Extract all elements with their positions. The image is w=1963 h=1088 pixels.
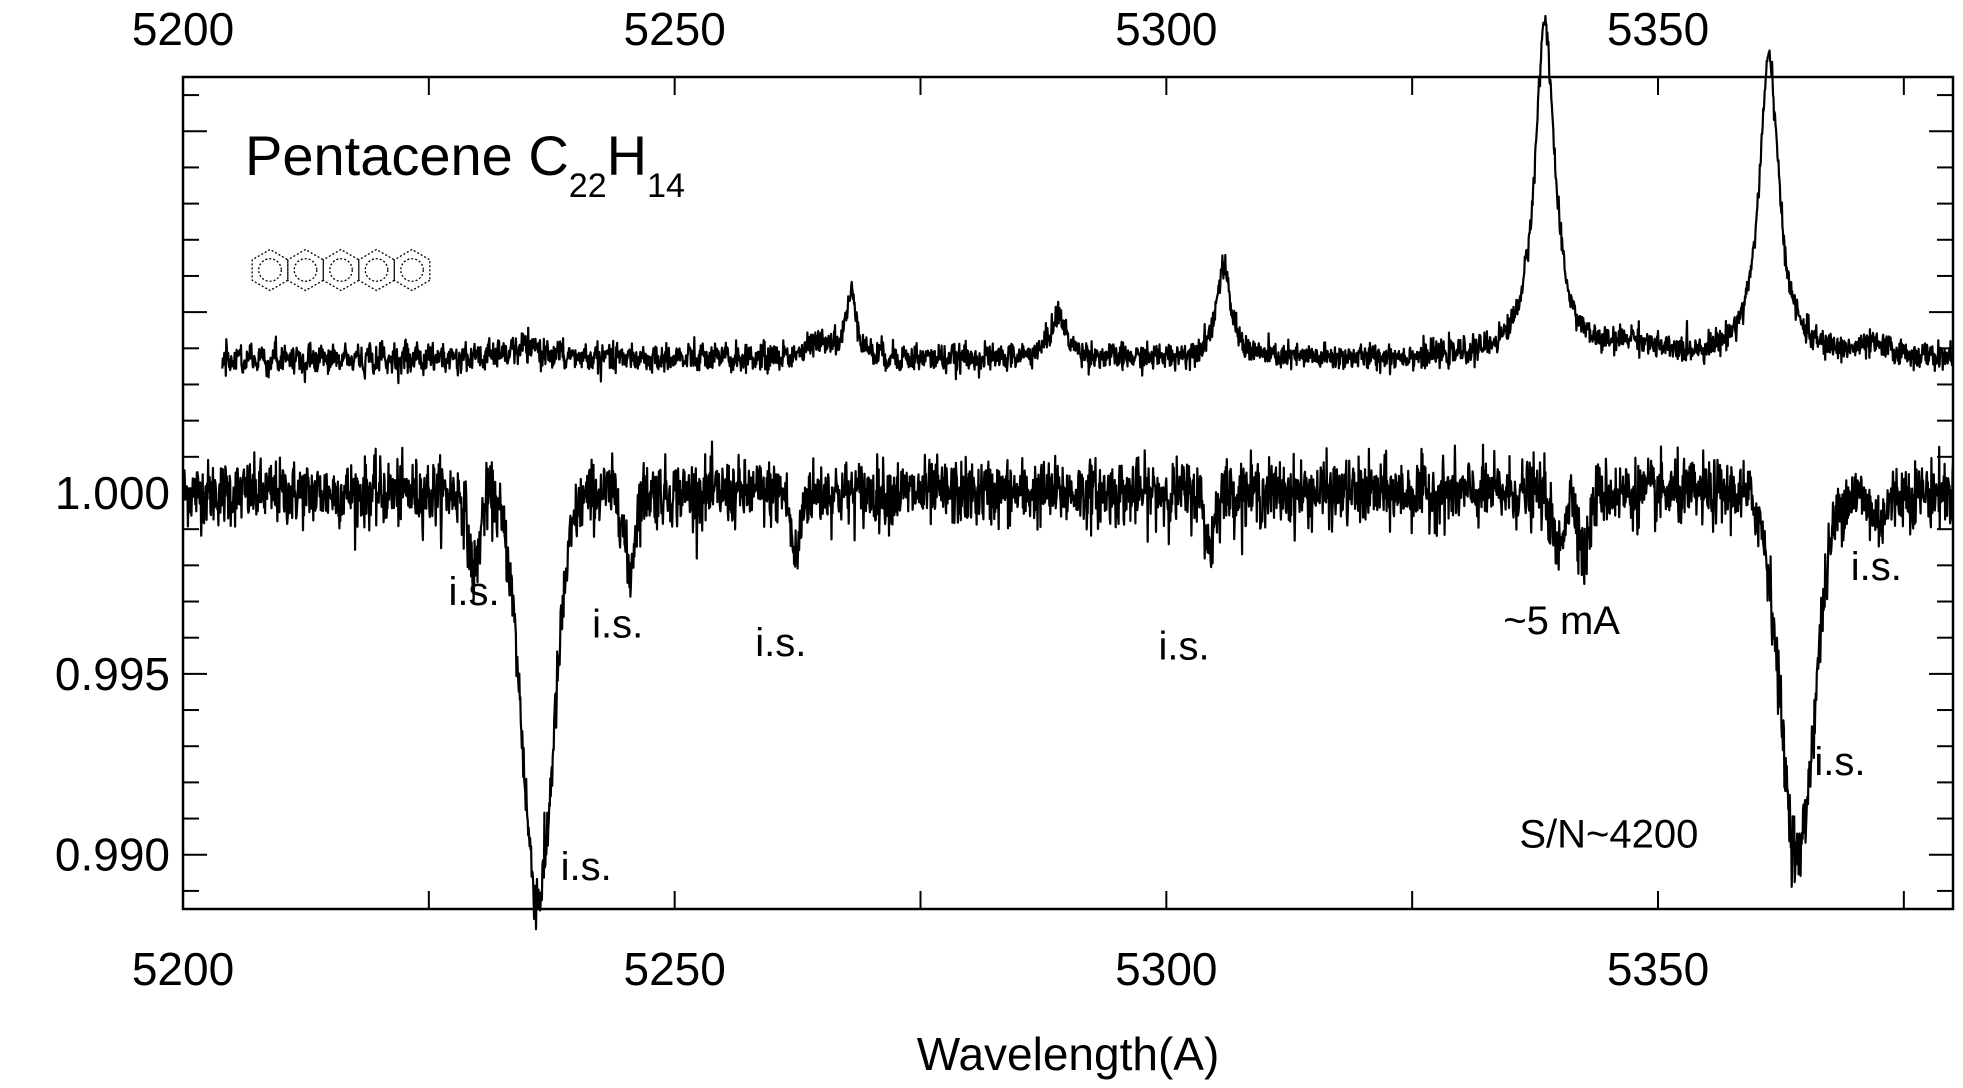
annotation-label: i.s. bbox=[755, 621, 806, 665]
annotation-label: i.s. bbox=[592, 603, 643, 647]
top-axis-label: 5300 bbox=[1115, 3, 1217, 55]
top-axis-label: 5200 bbox=[132, 3, 234, 55]
aromatic-circle bbox=[293, 258, 318, 282]
annotation-label: S/N~4200 bbox=[1519, 813, 1698, 857]
aromatic-circle bbox=[400, 258, 424, 282]
x-tick-label: 5300 bbox=[1115, 943, 1217, 995]
benzene-ring bbox=[322, 248, 360, 292]
annotation-label: i.s. bbox=[449, 570, 500, 614]
annotation-label: i.s. bbox=[1158, 624, 1209, 668]
spectra bbox=[181, 14, 1955, 931]
annotation-label: i.s. bbox=[1814, 740, 1865, 784]
y-axis-labels: 1.000 0.995 0.990 bbox=[55, 467, 170, 881]
observed-spectrum-line bbox=[181, 440, 1955, 931]
annotations: i.s. i.s. i.s. i.s. i.s. ~5 mA i.s. i.s. S/N~420… bbox=[449, 545, 1902, 889]
top-axis-label: 5250 bbox=[623, 3, 725, 55]
axis-ticks bbox=[182, 77, 1953, 909]
aromatic-circle bbox=[258, 258, 282, 282]
annotation-label: i.s. bbox=[561, 845, 612, 889]
x-tick-label: 5350 bbox=[1607, 943, 1709, 995]
benzene-ring bbox=[393, 248, 431, 292]
pentacene-structure-icon bbox=[251, 248, 431, 292]
aromatic-circle bbox=[364, 258, 389, 282]
aromatic-circle bbox=[329, 258, 353, 282]
x-tick-label: 5250 bbox=[623, 943, 725, 995]
x-tick-label: 5200 bbox=[132, 943, 234, 995]
x-axis-title: Wavelength(A) bbox=[917, 1028, 1220, 1080]
pentacene-spectrum-line bbox=[221, 14, 1955, 385]
annotation-label: i.s. bbox=[1851, 545, 1902, 589]
benzene-ring bbox=[287, 248, 324, 292]
top-axis-label: 5350 bbox=[1607, 3, 1709, 55]
top-axis-labels: 5200 5250 5300 5350 bbox=[132, 3, 1709, 55]
y-tick-label: 0.995 bbox=[55, 648, 170, 700]
y-tick-label: 0.990 bbox=[55, 829, 170, 881]
chart-title: Pentacene C22H14 bbox=[245, 124, 685, 205]
annotation-label: ~5 mA bbox=[1503, 599, 1620, 643]
benzene-ring bbox=[251, 248, 289, 292]
x-axis-labels: 5200 5250 5300 5350 bbox=[132, 943, 1709, 995]
y-tick-label: 1.000 bbox=[55, 467, 170, 519]
benzene-ring bbox=[358, 248, 395, 292]
